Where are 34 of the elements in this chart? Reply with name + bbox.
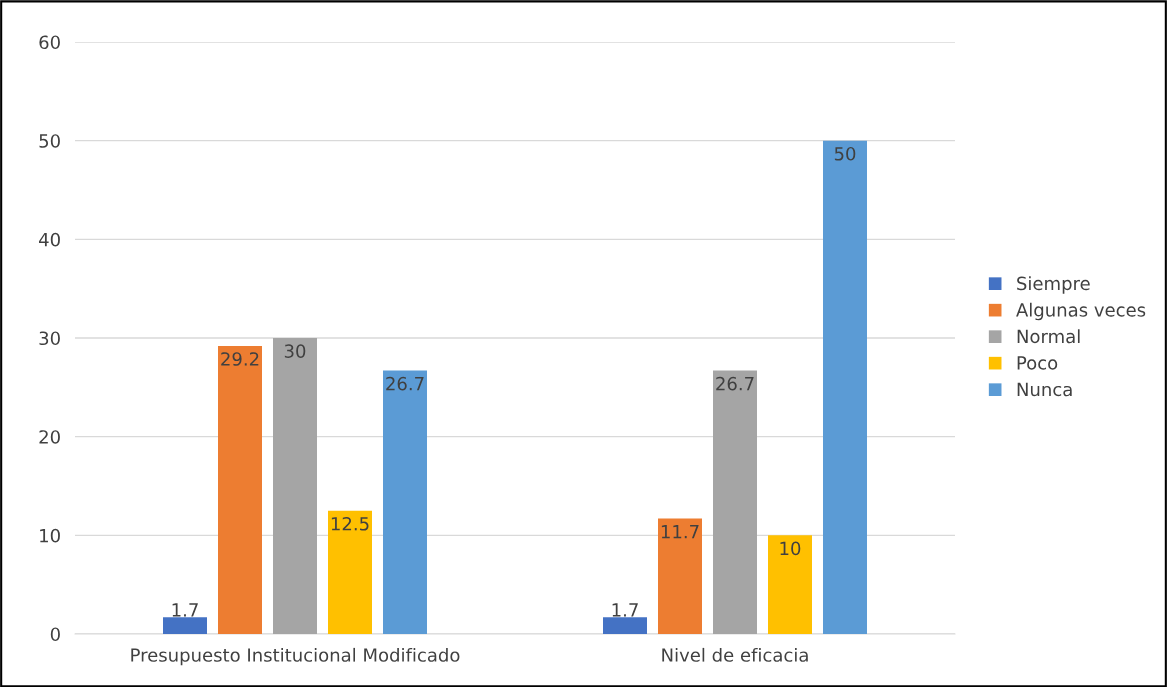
legend-label: Siempre <box>1017 276 1090 294</box>
bar <box>713 370 757 634</box>
data-label: 26.7 <box>716 376 754 391</box>
y-tick-label: 10 <box>40 528 60 543</box>
bar <box>328 510 372 634</box>
bar <box>823 140 867 634</box>
bar <box>218 345 262 634</box>
data-label: 26.7 <box>386 376 424 391</box>
bar <box>273 338 317 634</box>
x-tick-label: Presupuesto Institucional Modificado <box>131 647 460 666</box>
data-label: 1.7 <box>172 603 198 617</box>
bar <box>163 617 207 634</box>
x-tick-label: Nivel de eficacia <box>662 647 808 662</box>
legend-label: Algunas veces <box>1016 302 1146 321</box>
y-tick-label: 40 <box>39 232 60 247</box>
bar <box>658 518 702 634</box>
legend-label: Normal <box>1017 329 1080 344</box>
legend-label: Poco <box>1017 356 1058 370</box>
data-label: 10 <box>780 541 801 556</box>
data-label: 50 <box>834 146 856 161</box>
bar <box>768 535 812 634</box>
bar <box>383 370 427 634</box>
data-label: 12.5 <box>331 516 369 531</box>
legend-label: Nunca <box>1017 382 1072 397</box>
y-tick-label: 0 <box>50 627 60 642</box>
data-label: 30 <box>284 344 306 358</box>
y-tick-label: 30 <box>39 331 60 346</box>
data-label: 11.7 <box>661 525 699 539</box>
y-tick-label: 50 <box>39 134 60 148</box>
y-tick-label: 20 <box>39 430 60 444</box>
data-label: 1.7 <box>612 603 638 617</box>
data-label: 29.2 <box>221 352 259 366</box>
y-tick-label: 60 <box>39 35 60 50</box>
bar <box>603 617 647 634</box>
